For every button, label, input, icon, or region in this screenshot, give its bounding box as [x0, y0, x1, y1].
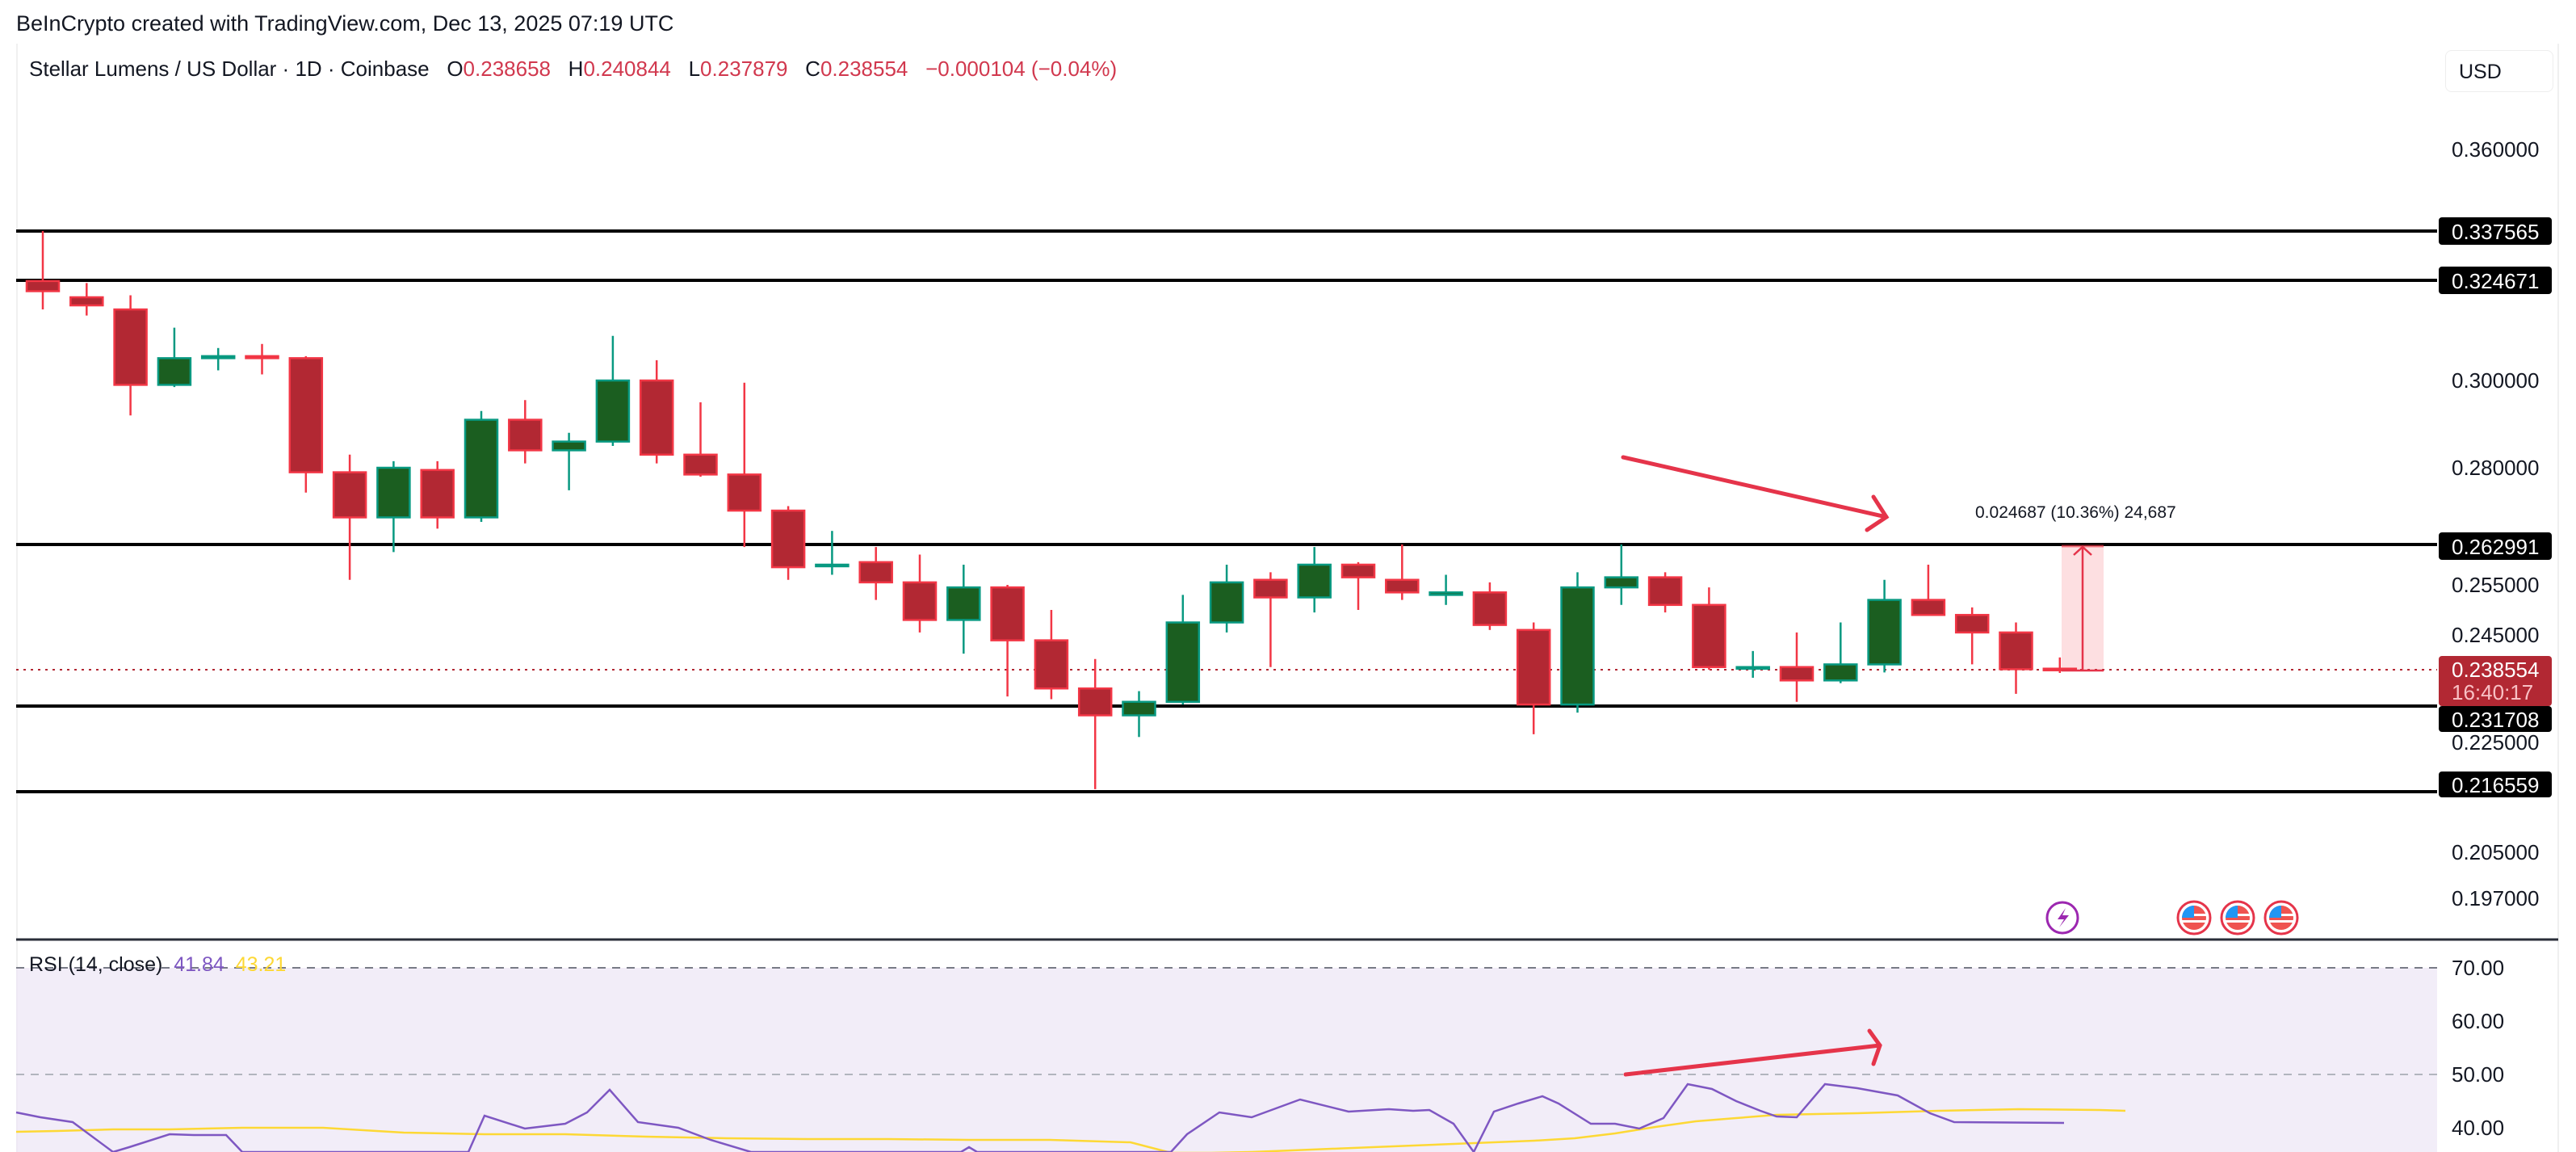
- candle[interactable]: [1122, 700, 1156, 717]
- candle[interactable]: [245, 355, 279, 359]
- candle[interactable]: [639, 379, 674, 456]
- svg-text:60.00: 60.00: [2452, 1009, 2504, 1033]
- svg-text:0.205000: 0.205000: [2452, 840, 2539, 864]
- candle[interactable]: [1692, 603, 1726, 668]
- svg-text:70.00: 70.00: [2452, 956, 2504, 980]
- us-flag-icon: [2263, 900, 2299, 935]
- candle[interactable]: [376, 466, 411, 519]
- candle[interactable]: [902, 581, 938, 621]
- candle[interactable]: [1954, 613, 1990, 634]
- candle[interactable]: [420, 469, 455, 519]
- candle[interactable]: [1779, 666, 1815, 682]
- support-resistance-lines[interactable]: [16, 229, 2437, 793]
- svg-text:50.00: 50.00: [2452, 1062, 2504, 1087]
- symbol-legend[interactable]: Stellar Lumens / US Dollar · 1D · Coinba…: [29, 57, 1118, 81]
- candle[interactable]: [1297, 563, 1332, 599]
- measure-label: 0.024687 (10.36%) 24,687: [1975, 503, 2176, 522]
- low-value: 0.237879: [700, 57, 788, 81]
- rsi-line: [15, 1083, 2065, 1152]
- svg-text:0.360000: 0.360000: [2452, 137, 2539, 162]
- candle[interactable]: [1165, 621, 1201, 704]
- candle[interactable]: [946, 586, 981, 621]
- rsi-trend-arrow: [1623, 1028, 1882, 1077]
- candle[interactable]: [1472, 591, 1508, 626]
- price-range-measure[interactable]: 0.024687 (10.36%) 24,687: [1975, 503, 2176, 672]
- candle[interactable]: [595, 379, 631, 443]
- rsi-legend[interactable]: RSI (14, close) 41.84 43.21: [29, 953, 286, 977]
- candle[interactable]: [113, 308, 148, 386]
- candle[interactable]: [200, 355, 236, 359]
- change-value: −0.000104 (−0.04%): [925, 57, 1118, 81]
- lightning-icon: [2045, 901, 2079, 935]
- candle[interactable]: [858, 561, 893, 584]
- open-value: 0.238658: [463, 57, 551, 81]
- price-trend-arrow[interactable]: [1621, 455, 1890, 532]
- svg-text:0.245000: 0.245000: [2452, 623, 2539, 647]
- candle[interactable]: [1604, 576, 1639, 589]
- candle[interactable]: [2042, 667, 2078, 671]
- candle[interactable]: [288, 357, 324, 473]
- candle[interactable]: [464, 418, 499, 519]
- candle[interactable]: [25, 280, 61, 292]
- symbol-title: Stellar Lumens / US Dollar · 1D · Coinba…: [29, 57, 430, 81]
- candle[interactable]: [770, 509, 806, 569]
- candle[interactable]: [1340, 563, 1376, 578]
- close-value: 0.238554: [820, 57, 908, 81]
- candle[interactable]: [1911, 599, 1946, 616]
- countdown-label: 16:40:17: [2452, 680, 2533, 704]
- rsi-value: 41.84: [174, 953, 224, 976]
- level-labels: 0.337565 0.324671 0.262991 0.231708 0.21…: [2439, 217, 2552, 797]
- us-flag-icon: [2220, 900, 2255, 935]
- candle[interactable]: [157, 357, 192, 386]
- chart-frame: [16, 44, 2561, 1152]
- candle[interactable]: [1429, 591, 1463, 596]
- candle[interactable]: [1516, 629, 1551, 706]
- candle[interactable]: [1823, 663, 1858, 682]
- rsi-title: RSI (14, close): [29, 953, 163, 976]
- candle[interactable]: [1647, 576, 1683, 607]
- candle[interactable]: [815, 563, 850, 568]
- last-price-label: 0.238554: [2452, 658, 2539, 682]
- candle[interactable]: [1034, 639, 1069, 690]
- rsi-ma-value: 43.21: [235, 953, 287, 976]
- candle[interactable]: [1560, 586, 1595, 706]
- candle[interactable]: [1253, 578, 1288, 599]
- candle[interactable]: [1077, 687, 1113, 717]
- svg-text:0.337565: 0.337565: [2452, 220, 2539, 244]
- svg-text:0.255000: 0.255000: [2452, 573, 2539, 597]
- candle[interactable]: [508, 418, 543, 452]
- candle[interactable]: [727, 473, 762, 512]
- currency-button[interactable]: USD: [2445, 50, 2553, 92]
- svg-text:0.324671: 0.324671: [2452, 269, 2539, 293]
- svg-text:0.280000: 0.280000: [2452, 456, 2539, 480]
- candle[interactable]: [332, 471, 367, 519]
- event-markers[interactable]: [2045, 900, 2299, 935]
- high-value: 0.240844: [583, 57, 671, 81]
- svg-text:0.225000: 0.225000: [2452, 730, 2539, 755]
- candle[interactable]: [552, 440, 586, 452]
- candle[interactable]: [1735, 666, 1770, 670]
- svg-text:0.197000: 0.197000: [2452, 886, 2539, 910]
- candlesticks[interactable]: [25, 230, 2078, 789]
- candle[interactable]: [1867, 599, 1902, 666]
- svg-text:40.00: 40.00: [2452, 1116, 2504, 1140]
- candle[interactable]: [1385, 578, 1420, 594]
- candle[interactable]: [683, 453, 718, 476]
- candle[interactable]: [1209, 581, 1244, 624]
- svg-text:0.300000: 0.300000: [2452, 368, 2539, 393]
- chart-credit: BeInCrypto created with TradingView.com,…: [16, 11, 674, 36]
- svg-text:0.216559: 0.216559: [2452, 773, 2539, 797]
- us-flag-icon: [2176, 900, 2212, 935]
- rsi-pane[interactable]: 70.00 60.00 50.00 40.00: [15, 956, 2504, 1152]
- price-axis[interactable]: 0.360000 0.300000 0.280000 0.255000 0.24…: [2452, 137, 2539, 910]
- svg-text:0.262991: 0.262991: [2452, 535, 2539, 559]
- candle[interactable]: [1999, 631, 2033, 671]
- candle[interactable]: [69, 296, 104, 307]
- candle[interactable]: [990, 586, 1025, 641]
- rsi-ma-line: [15, 1108, 2126, 1152]
- svg-text:0.231708: 0.231708: [2452, 708, 2539, 732]
